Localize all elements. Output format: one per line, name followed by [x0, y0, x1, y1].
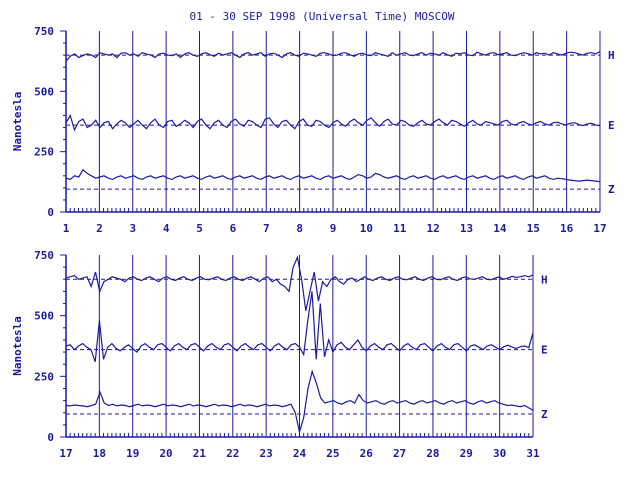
x-tick-label: 30	[493, 447, 506, 460]
x-tick-label: 25	[326, 447, 339, 460]
x-tick-label: 29	[460, 447, 473, 460]
x-tick-label: 13	[460, 222, 473, 235]
x-tick-label: 9	[330, 222, 337, 235]
series-h-line	[65, 50, 601, 62]
x-tick-label: 16	[560, 222, 574, 235]
x-tick-label: 7	[263, 222, 270, 235]
series-label-e: E	[541, 344, 548, 357]
y-axis-label: Nanotesla	[11, 316, 24, 376]
x-tick-label: 10	[360, 222, 373, 235]
y-tick-label: 750	[34, 249, 54, 262]
x-tick-label: 15	[527, 222, 540, 235]
y-tick-label: 500	[34, 310, 54, 323]
series-z-line	[65, 369, 534, 433]
y-tick-label: 0	[47, 431, 54, 444]
series-label-z: Z	[541, 408, 548, 421]
x-tick-label: 24	[293, 447, 307, 460]
y-tick-label: 0	[47, 206, 54, 219]
x-tick-label: 21	[193, 447, 207, 460]
x-tick-label: 12	[427, 222, 440, 235]
x-tick-label: 19	[126, 447, 139, 460]
x-tick-label: 1	[63, 222, 70, 235]
x-tick-label: 4	[163, 222, 170, 235]
y-axis-label: Nanotesla	[11, 92, 24, 152]
x-tick-label: 11	[393, 222, 407, 235]
x-tick-label: 17	[59, 447, 72, 460]
bottom-panel: 0 250 500 750 17 18 19 20 21 22 23 24 25 26 27 28 29 30 31…	[11, 249, 548, 460]
x-tick-label: 5	[196, 222, 203, 235]
x-tick-label: 27	[393, 447, 406, 460]
x-tick-label: 3	[129, 222, 136, 235]
x-tick-label: 31	[526, 447, 540, 460]
x-tick-label: 23	[260, 447, 273, 460]
series-label-h: H	[608, 49, 615, 62]
y-tick-label: 250	[34, 370, 54, 383]
series-label-e: E	[608, 119, 615, 132]
series-label-h: H	[541, 273, 548, 286]
x-tick-label: 26	[360, 447, 374, 460]
x-tick-label: 20	[159, 447, 172, 460]
x-tick-label: 18	[93, 447, 106, 460]
series-label-z: Z	[608, 183, 615, 196]
x-tick-label: 8	[296, 222, 303, 235]
x-tick-label: 17	[593, 222, 606, 235]
y-tick-label: 250	[34, 146, 54, 159]
x-tick-label: 2	[96, 222, 103, 235]
series-h-line	[65, 255, 534, 311]
chart-title: 01 - 30 SEP 1998 (Universal Time) MOSCOW	[190, 10, 455, 23]
x-tick-label: 14	[493, 222, 507, 235]
series-z-line	[65, 168, 601, 183]
x-tick-label: 28	[426, 447, 439, 460]
x-tick-label: 6	[230, 222, 237, 235]
y-tick-label: 500	[34, 85, 54, 98]
series-e-line	[65, 114, 601, 132]
y-tick-label: 750	[34, 25, 54, 38]
x-tick-label: 22	[226, 447, 239, 460]
series-e-line	[65, 291, 534, 362]
